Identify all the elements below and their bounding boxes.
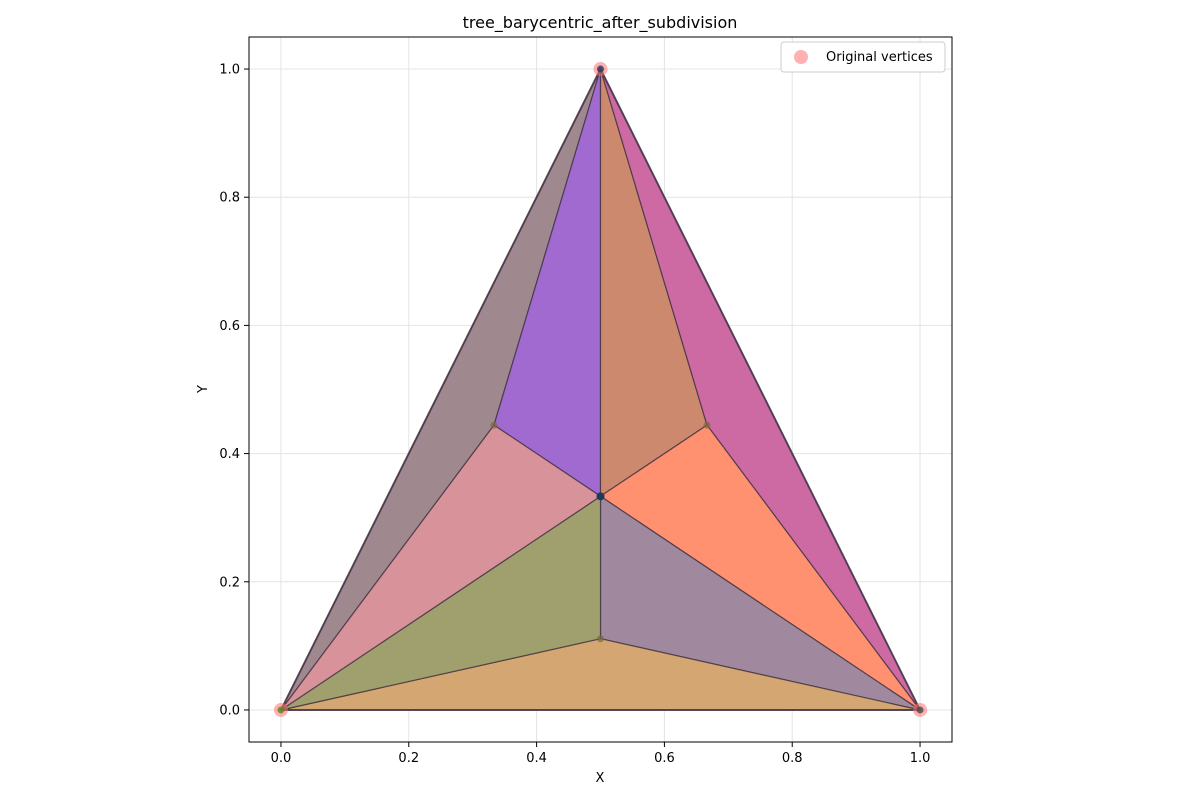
y-axis-label: Y xyxy=(196,385,211,394)
outer-triangle-edge xyxy=(279,66,922,711)
y-tick-label-0: 0.0 xyxy=(219,703,240,718)
legend-marker-original-vertices xyxy=(794,50,808,64)
subdivision-point-1 xyxy=(703,421,711,429)
vertex-point-1 xyxy=(916,706,924,714)
x-axis-label: X xyxy=(596,771,605,786)
x-tick-label-4: 0.8 xyxy=(782,751,803,766)
legend-label-original-vertices: Original vertices xyxy=(826,50,933,65)
y-tick-label-1: 0.2 xyxy=(219,575,240,590)
centroid-point xyxy=(596,492,605,501)
x-tick-label-3: 0.6 xyxy=(654,751,675,766)
y-tick-label-3: 0.6 xyxy=(219,319,240,334)
vertex-point-0 xyxy=(277,706,285,714)
y-tick-label-2: 0.4 xyxy=(219,447,240,462)
x-tick-label-5: 1.0 xyxy=(910,751,931,766)
subdivision-point-0 xyxy=(490,421,498,429)
subdivision-point-2 xyxy=(597,635,604,643)
legend-box xyxy=(780,41,946,73)
triangle-8 xyxy=(280,424,602,711)
plot-frame xyxy=(248,36,953,743)
vertex-point-2 xyxy=(597,65,604,73)
y-tick-label-5: 1.0 xyxy=(219,63,240,78)
ticks: 0.0 0.2 0.4 0.6 0.8 1.0 0.0 0.2 0.4 0.6 0.8 1.0 xyxy=(219,63,930,766)
legend: Original vertices xyxy=(780,41,946,73)
x-tick-label-2: 0.4 xyxy=(526,751,547,766)
triangles xyxy=(279,66,922,711)
x-tick-label-0: 0.0 xyxy=(271,751,292,766)
markers xyxy=(273,62,928,717)
chart-title: tree_barycentric_after_subdivision xyxy=(463,13,738,33)
x-tick-label-1: 0.2 xyxy=(398,751,419,766)
y-tick-label-4: 0.8 xyxy=(219,191,240,206)
